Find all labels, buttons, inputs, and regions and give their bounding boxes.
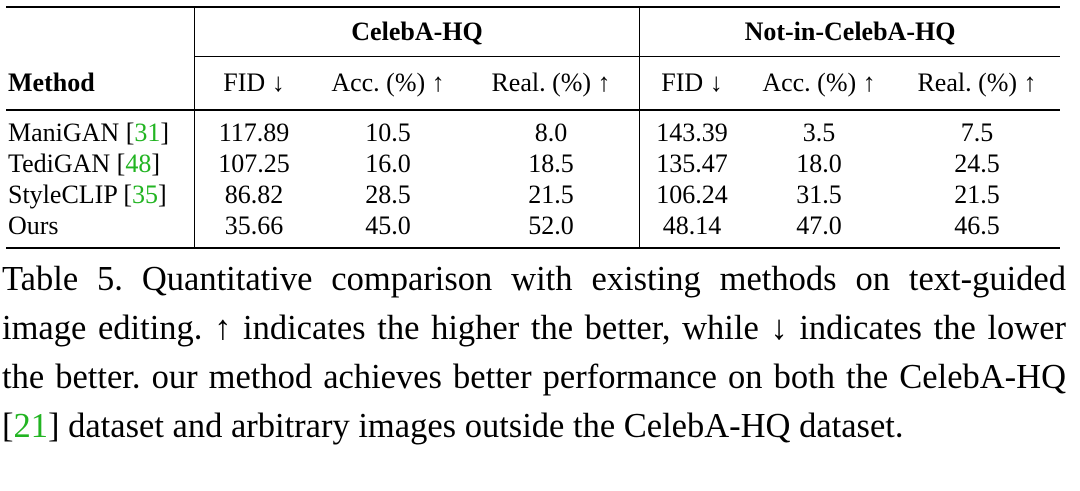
- value-cell: 86.82: [224, 179, 284, 209]
- column-header-fid: FID ↓: [661, 68, 723, 97]
- comparison-table: CelebA-HQ Not-in-CelebA-HQ Method FID ↓ …: [6, 6, 1060, 249]
- value-cell: 21.5: [954, 179, 1000, 209]
- value-cell: 7.5: [960, 117, 994, 147]
- group-header-celebahq: CelebA-HQ: [194, 7, 640, 57]
- column-header-real: Real. (%) ↑: [463, 56, 640, 110]
- citation-link[interactable]: 31: [134, 117, 161, 147]
- table-row: StyleCLIP [35] 86.82 28.5 21.5 106.24 31…: [6, 179, 1060, 210]
- value-cell: 31.5: [796, 179, 842, 209]
- value-cell: 52.0: [463, 210, 640, 248]
- value-cell: 47.0: [796, 210, 842, 240]
- table-caption: Table 5. Quantitative comparison with ex…: [2, 255, 1066, 451]
- method-name-cell: ManiGAN [31]: [6, 110, 195, 148]
- value-cell: 3.5: [802, 117, 836, 147]
- value-cell: 117.89: [218, 117, 290, 147]
- column-header-fid: FID ↓: [223, 68, 285, 97]
- table-row-ours: Ours 35.66 45.0 52.0 48.14 47.0 46.5: [6, 210, 1060, 248]
- method-column-header: Method: [6, 56, 195, 110]
- method-name: ManiGAN: [8, 117, 120, 147]
- method-name-cell: TediGAN [48]: [6, 148, 195, 179]
- column-header-acc: Acc. (%) ↑: [331, 68, 445, 97]
- group-header-not-in-celebahq: Not-in-CelebA-HQ: [639, 7, 1060, 57]
- value-cell: 135.47: [656, 148, 728, 178]
- results-table-container: CelebA-HQ Not-in-CelebA-HQ Method FID ↓ …: [6, 6, 1060, 249]
- value-cell: 18.5: [463, 148, 640, 179]
- caption-citation-link[interactable]: 21: [13, 407, 49, 445]
- table-group-header-row: CelebA-HQ Not-in-CelebA-HQ: [6, 7, 1060, 57]
- value-cell: 106.24: [656, 179, 728, 209]
- value-cell: 35.66: [224, 210, 284, 240]
- value-cell: 46.5: [954, 210, 1000, 240]
- value-cell: 107.25: [218, 148, 290, 178]
- value-cell: 21.5: [463, 179, 640, 210]
- method-name-cell: Ours: [6, 210, 195, 248]
- value-cell: 10.5: [365, 117, 411, 147]
- column-header-real: Real. (%) ↑: [917, 68, 1037, 97]
- value-cell: 24.5: [954, 148, 1000, 178]
- value-cell: 48.14: [662, 210, 722, 240]
- value-cell: 143.39: [656, 117, 728, 147]
- empty-header-cell: [6, 7, 195, 57]
- value-cell: 45.0: [365, 210, 411, 240]
- table-row: TediGAN [48] 107.25 16.0 18.5 135.47 18.…: [6, 148, 1060, 179]
- method-name: TediGAN: [8, 148, 111, 178]
- method-name: StyleCLIP: [8, 179, 117, 209]
- caption-text: Table 5. Quantitative comparison with ex…: [2, 260, 1066, 445]
- method-name-cell: StyleCLIP [35]: [6, 179, 195, 210]
- value-cell: 8.0: [463, 110, 640, 148]
- table-column-header-row: Method FID ↓ Acc. (%) ↑ Real. (%) ↑ FID …: [6, 56, 1060, 110]
- value-cell: 16.0: [365, 148, 411, 178]
- value-cell: 28.5: [365, 179, 411, 209]
- column-header-acc: Acc. (%) ↑: [762, 68, 876, 97]
- value-cell: 18.0: [796, 148, 842, 178]
- citation-link[interactable]: 35: [132, 179, 158, 209]
- citation-link[interactable]: 48: [125, 148, 152, 178]
- caption-text-end: ] dataset and arbitrary images outside t…: [48, 407, 904, 445]
- table-row: ManiGAN [31] 117.89 10.5 8.0 143.39 3.5 …: [6, 110, 1060, 148]
